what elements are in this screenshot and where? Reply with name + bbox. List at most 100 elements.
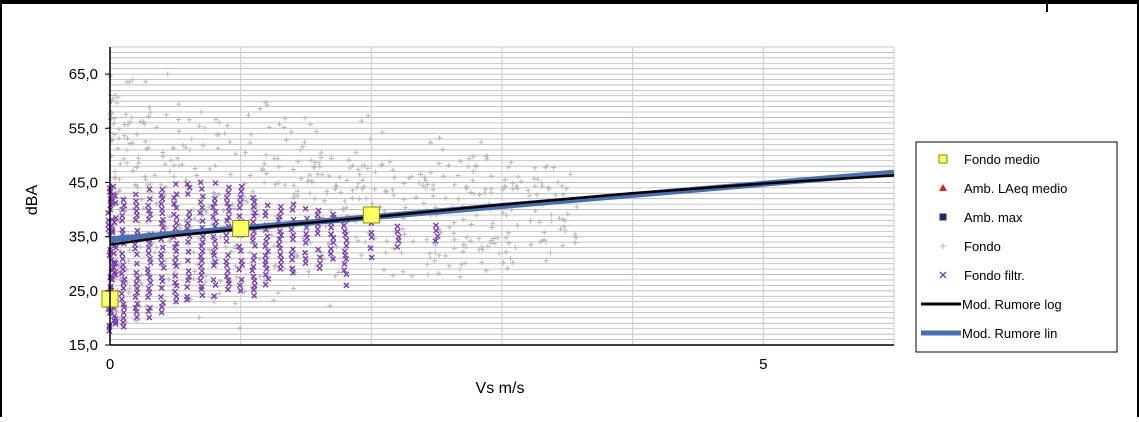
- fondo-filtr-point: [146, 304, 153, 311]
- fondo-point: [573, 235, 579, 241]
- fondo-point: [423, 177, 429, 183]
- fondo-point: [189, 136, 195, 142]
- fondo-point: [127, 119, 133, 125]
- fondo-point: [118, 277, 124, 283]
- fondo-filtr-point: [173, 191, 180, 198]
- fondo-point: [275, 180, 281, 186]
- fondo-point: [338, 190, 344, 196]
- fondo-point: [359, 118, 365, 124]
- fondo-point: [496, 250, 502, 256]
- fondo-filtr-point: [133, 314, 140, 321]
- fondo-point: [116, 126, 122, 132]
- fondo-point: [483, 153, 489, 159]
- fondo-filtr-point: [316, 265, 323, 272]
- fondo-point: [223, 244, 229, 250]
- legend-swatch: [939, 213, 947, 221]
- fondo-filtr-point: [265, 275, 272, 282]
- fondo-point: [257, 256, 263, 262]
- fondo-point: [186, 117, 192, 123]
- fondo-filtr-point: [146, 274, 153, 281]
- fondo-point: [202, 125, 208, 131]
- fondo-point: [167, 214, 173, 220]
- fondo-filtr-point: [225, 189, 232, 196]
- fondo-filtr-point: [251, 282, 258, 289]
- fondo-filtr-point: [212, 208, 219, 215]
- fondo-point: [436, 270, 442, 276]
- fondo-filtr-point: [158, 200, 165, 207]
- fondo-point: [126, 286, 132, 292]
- fondo-filtr-point: [185, 268, 192, 275]
- fondo-filtr-point: [264, 202, 271, 209]
- fondo-filtr-point: [145, 250, 152, 257]
- fondo-point: [135, 155, 141, 161]
- fondo-point: [479, 244, 485, 250]
- legend-swatch: [939, 271, 947, 279]
- y-tick-label: 25,0: [69, 283, 98, 300]
- fondo-filtr-point: [238, 183, 245, 190]
- fondo-point: [359, 163, 365, 169]
- fondo-point: [470, 154, 476, 160]
- fondo-point: [532, 165, 538, 171]
- fondo-point: [349, 195, 355, 201]
- fondo-point: [425, 181, 431, 187]
- fondo-filtr-point: [225, 277, 232, 284]
- fondo-point: [514, 186, 520, 192]
- fondo-filtr-point: [236, 243, 243, 250]
- fondo-point: [307, 240, 313, 246]
- fondo-filtr-point: [132, 217, 139, 224]
- fondo-point: [500, 210, 506, 216]
- fondo-point: [447, 224, 453, 230]
- fondo-filtr-point: [341, 261, 348, 267]
- fondo-filtr-point: [250, 218, 257, 225]
- fondo-point: [455, 196, 461, 202]
- fondo-point: [115, 146, 121, 152]
- fondo-filtr-point: [199, 267, 206, 274]
- fondo-filtr-point: [120, 319, 127, 326]
- legend-label: Amb. LAeq medio: [964, 181, 1067, 196]
- fondo-point: [344, 177, 350, 183]
- fondo-point: [112, 92, 118, 98]
- fondo-filtr-point: [225, 286, 232, 293]
- fondo-point: [473, 164, 479, 170]
- fondo-filtr-point: [171, 200, 178, 207]
- fondo-point: [346, 157, 352, 163]
- fondo-filtr-point: [119, 226, 126, 233]
- fondo-point: [537, 219, 543, 225]
- fondo-point: [557, 216, 563, 222]
- fondo-point: [383, 249, 389, 255]
- fondo-point: [334, 183, 340, 189]
- fondo-filtr-point: [302, 239, 309, 246]
- fondo-filtr-point: [210, 204, 217, 211]
- fondo-point: [562, 228, 568, 234]
- fondo-filtr-point: [276, 213, 283, 220]
- fondo-point: [254, 204, 260, 210]
- fondo-point: [400, 226, 406, 232]
- fondo-filtr-point: [236, 213, 243, 220]
- y-axis-label: dBA: [24, 185, 41, 216]
- fondo-point: [224, 123, 230, 129]
- fondo-filtr-point: [173, 298, 180, 305]
- fondo-point: [116, 206, 122, 212]
- fondo-filtr-point: [368, 234, 375, 241]
- fondo-point: [112, 169, 118, 175]
- fondo-point: [315, 171, 321, 177]
- fondo-point: [572, 231, 578, 237]
- fondo-point: [367, 136, 373, 142]
- fondo-point: [214, 132, 220, 138]
- fondo-point: [390, 273, 396, 279]
- fondo-filtr-point: [185, 248, 192, 255]
- fondo-filtr-point: [211, 195, 218, 202]
- fondo-point: [515, 174, 521, 180]
- fondo-filtr-point: [197, 179, 204, 186]
- fondo-point: [148, 109, 154, 115]
- fondo-point: [142, 174, 148, 180]
- fondo-point: [180, 142, 186, 148]
- fondo-point: [555, 179, 561, 185]
- legend-label: Fondo medio: [964, 152, 1040, 167]
- fondo-point: [163, 184, 169, 190]
- fondo-point: [179, 162, 185, 168]
- fondo-point: [427, 251, 433, 257]
- fondo-filtr-point: [250, 263, 257, 270]
- fondo-filtr-point: [121, 276, 128, 283]
- fondo-filtr-point: [145, 207, 152, 214]
